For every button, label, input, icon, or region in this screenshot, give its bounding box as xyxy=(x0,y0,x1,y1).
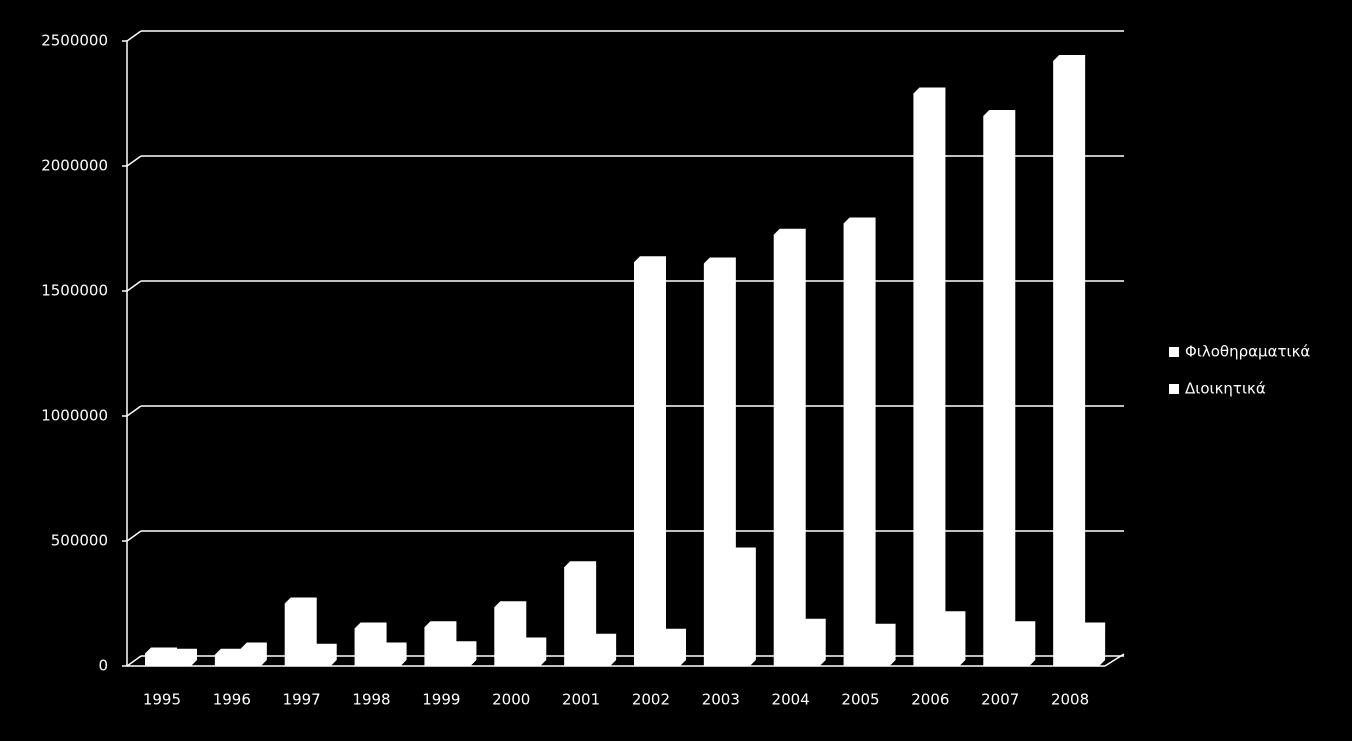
legend-swatch xyxy=(1169,384,1179,394)
x-tick-label: 2000 xyxy=(492,691,530,709)
bar xyxy=(773,228,806,666)
y-tick-label: 1500000 xyxy=(41,282,108,300)
y-tick-label: 500000 xyxy=(51,532,108,550)
bar xyxy=(494,601,527,666)
bar xyxy=(564,561,597,666)
x-tick-label: 1996 xyxy=(213,691,251,709)
bar xyxy=(310,643,337,666)
bar xyxy=(729,547,756,666)
bar xyxy=(424,621,457,666)
bar xyxy=(380,642,407,666)
bar xyxy=(1079,622,1106,666)
y-tick-label: 0 xyxy=(98,657,108,675)
x-tick-label: 2005 xyxy=(841,691,879,709)
grid-line-depth xyxy=(126,280,142,292)
legend-swatch xyxy=(1169,347,1179,357)
grid-line-depth xyxy=(126,155,142,167)
bar xyxy=(703,257,736,666)
bar xyxy=(214,648,247,666)
bar xyxy=(869,623,896,666)
bar xyxy=(913,87,946,666)
x-tick-label: 2002 xyxy=(632,691,670,709)
bar xyxy=(1053,55,1086,666)
bar xyxy=(145,647,177,666)
bar xyxy=(843,217,876,666)
grid-line-depth xyxy=(126,405,142,417)
x-tick-label: 2007 xyxy=(981,691,1019,709)
x-tick-label: 1998 xyxy=(352,691,390,709)
grid-line-depth xyxy=(126,530,142,542)
bar xyxy=(660,628,686,666)
x-tick-label: 1999 xyxy=(422,691,460,709)
grid-line-depth xyxy=(126,30,142,42)
bar xyxy=(799,618,826,666)
y-tick-label: 1000000 xyxy=(41,407,108,425)
x-tick-label: 2006 xyxy=(911,691,949,709)
x-tick-label: 2004 xyxy=(772,691,810,709)
bar xyxy=(354,622,387,666)
x-tick-label: 2008 xyxy=(1051,691,1089,709)
bar xyxy=(450,641,477,666)
bar xyxy=(1009,621,1036,666)
bar xyxy=(634,256,666,666)
bar xyxy=(983,110,1016,666)
bar xyxy=(520,637,547,666)
y-tick-label: 2000000 xyxy=(41,157,108,175)
legend-label: Φιλοθηραματικά xyxy=(1185,343,1310,361)
legend-label: Διοικητικά xyxy=(1185,380,1266,398)
x-tick-label: 1995 xyxy=(143,691,181,709)
bar xyxy=(171,648,197,666)
bar xyxy=(240,642,267,666)
bar xyxy=(284,597,317,666)
x-tick-label: 2003 xyxy=(702,691,740,709)
bar xyxy=(590,633,617,666)
y-tick-label: 2500000 xyxy=(41,32,108,50)
x-tick-label: 2001 xyxy=(562,691,600,709)
x-tick-label: 1997 xyxy=(283,691,321,709)
grid-line-depth xyxy=(126,655,142,667)
bar xyxy=(939,611,966,666)
